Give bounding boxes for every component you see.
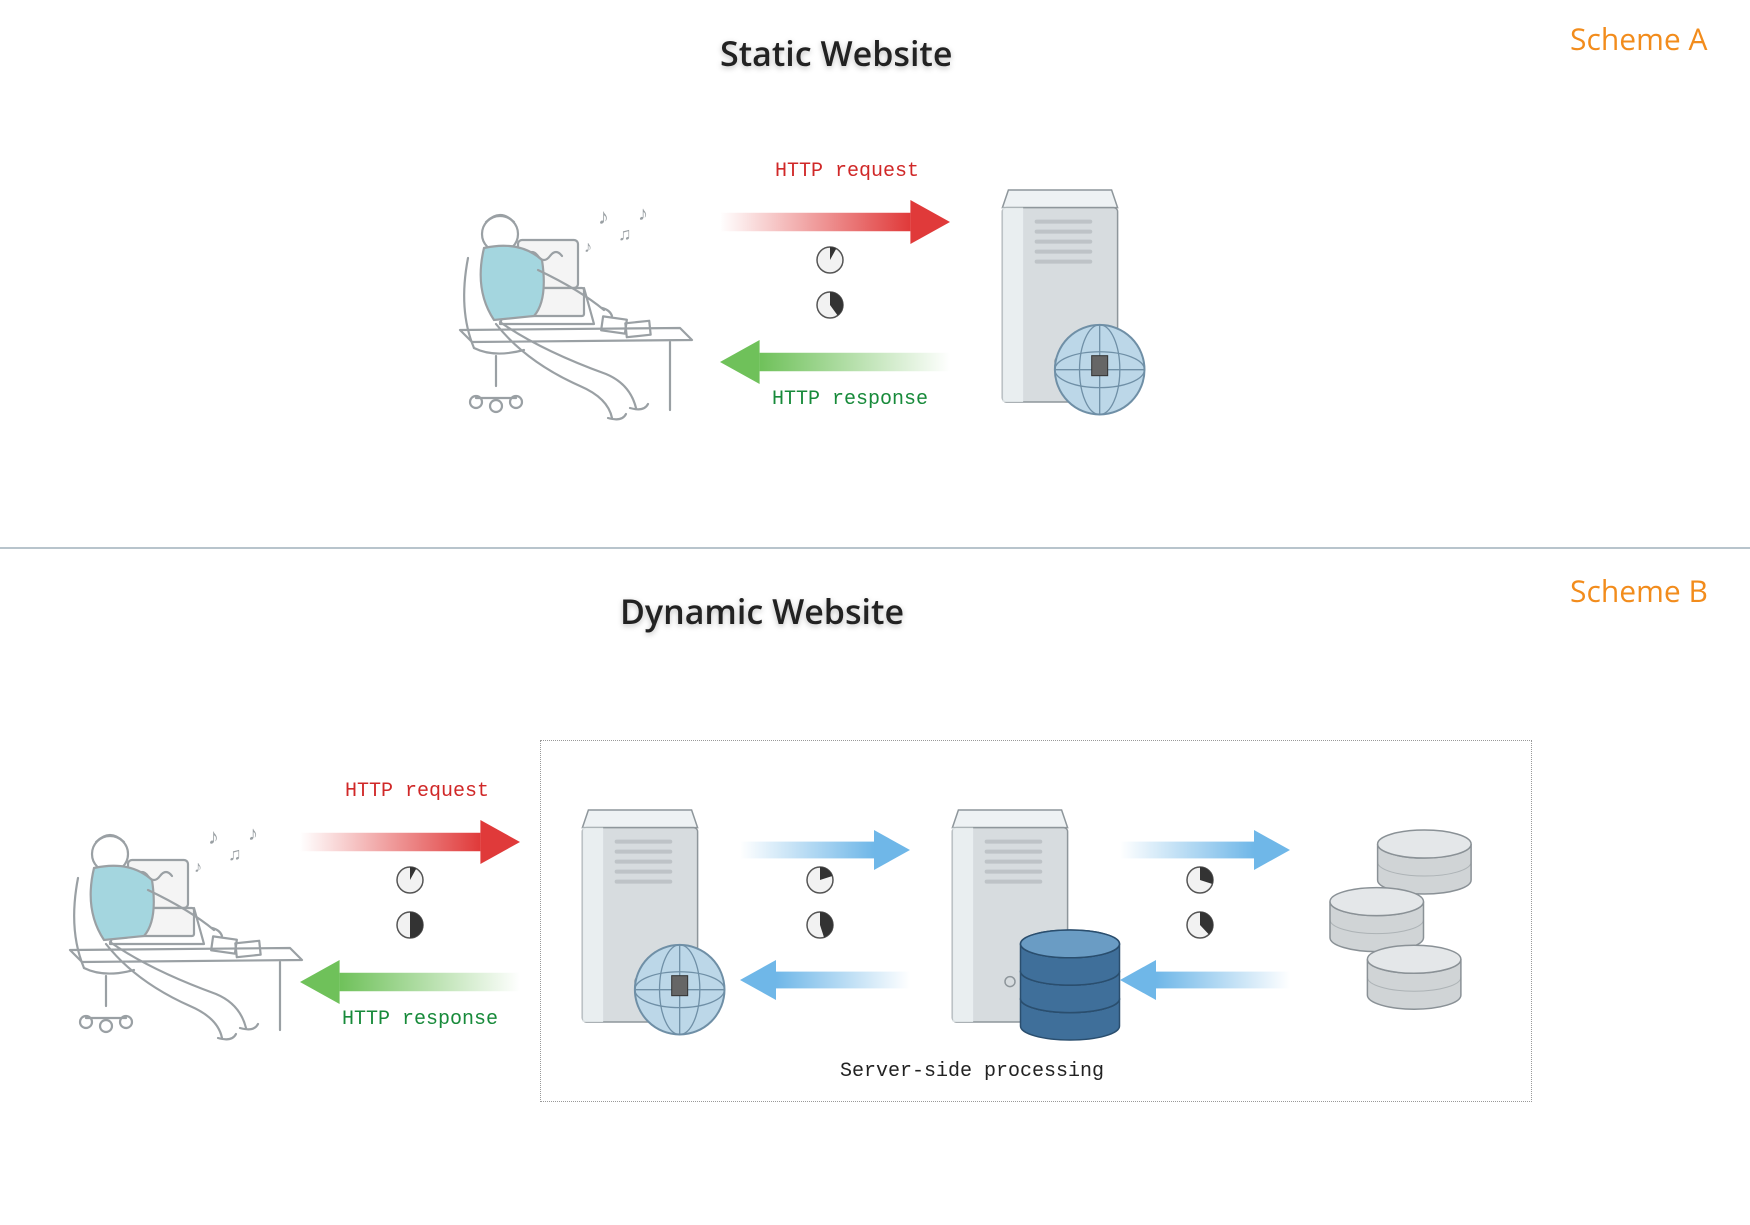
clock-icon — [815, 245, 845, 275]
internal-arrow — [1120, 960, 1290, 1000]
svg-text:♪: ♪ — [638, 199, 648, 226]
http-response-arrow — [300, 960, 520, 1004]
scheme-b-title: Dynamic Website — [620, 588, 904, 634]
svg-text:♪: ♪ — [598, 201, 609, 231]
internal-arrow — [740, 960, 910, 1000]
svg-text:♫: ♫ — [228, 842, 242, 866]
svg-text:♫: ♫ — [618, 222, 632, 246]
http-response-label: HTTP response — [342, 1008, 498, 1031]
internal-arrow — [1120, 830, 1290, 870]
scheme-a-title: Static Website — [720, 30, 952, 76]
clock-icon — [1185, 865, 1215, 895]
clock-icon — [1185, 910, 1215, 940]
client-icon: ♪♫♪♪ — [40, 770, 320, 1050]
diagram-canvas: Scheme A Static Website ♪♫♪♪ HTTP reques… — [0, 0, 1750, 1225]
disk-stack-icon — [1330, 830, 1500, 1030]
web-server-icon — [560, 810, 720, 1030]
http-request-arrow — [300, 820, 520, 864]
clock-icon — [815, 290, 845, 320]
clock-icon — [395, 910, 425, 940]
http-response-arrow — [720, 340, 950, 384]
http-request-arrow — [720, 200, 950, 244]
clock-icon — [805, 910, 835, 940]
section-divider — [0, 547, 1750, 549]
svg-text:♪: ♪ — [248, 819, 258, 846]
svg-text:♪: ♪ — [194, 855, 202, 877]
scheme-b-label: Scheme B — [1570, 570, 1708, 611]
http-response-label: HTTP response — [772, 388, 928, 411]
scheme-a-label: Scheme A — [1570, 18, 1707, 59]
http-request-label: HTTP request — [345, 780, 489, 803]
clock-icon — [805, 865, 835, 895]
clock-icon — [395, 865, 425, 895]
database-icon — [1015, 930, 1125, 1040]
svg-text:♪: ♪ — [208, 821, 219, 851]
client-icon: ♪♫♪♪ — [430, 150, 710, 430]
processing-caption: Server-side processing — [840, 1060, 1104, 1083]
http-request-label: HTTP request — [775, 160, 919, 183]
svg-text:♪: ♪ — [584, 235, 592, 257]
web-server-icon — [980, 190, 1140, 410]
internal-arrow — [740, 830, 910, 870]
